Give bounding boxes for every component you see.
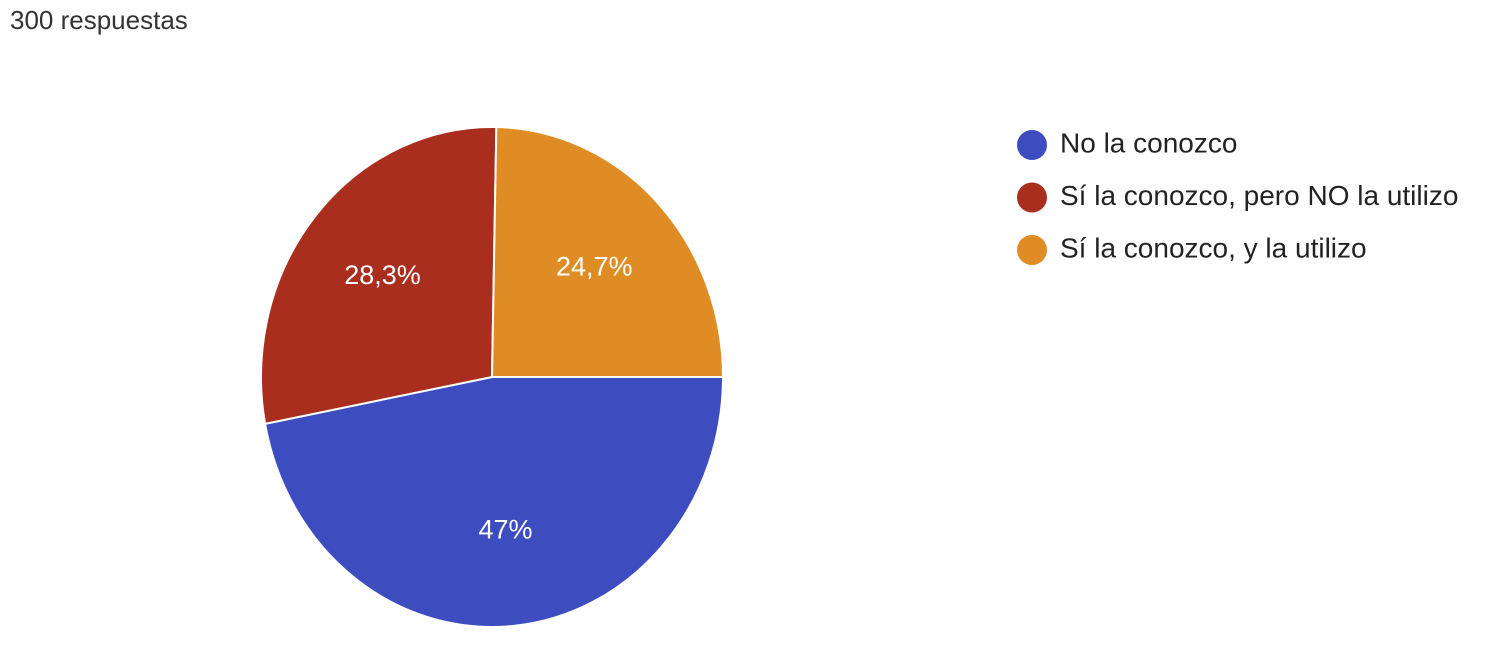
legend-label: Sí la conozco, pero NO la utilizo	[1060, 180, 1458, 211]
legend-swatch	[1017, 235, 1047, 265]
slice-label: 28,3%	[344, 260, 421, 290]
pie-slice	[490, 126, 725, 378]
pie-slice	[263, 376, 725, 628]
legend-swatch	[1017, 130, 1047, 160]
legend-label: No la conozco	[1060, 127, 1237, 158]
slice-label: 47%	[478, 514, 532, 544]
slice-label: 24,7%	[556, 252, 633, 282]
legend-swatch	[1017, 182, 1047, 213]
pie-slice	[260, 126, 498, 426]
chart-subtitle: 300 respuestas	[10, 5, 188, 35]
legend-label: Sí la conozco, y la utilizo	[1060, 232, 1367, 263]
